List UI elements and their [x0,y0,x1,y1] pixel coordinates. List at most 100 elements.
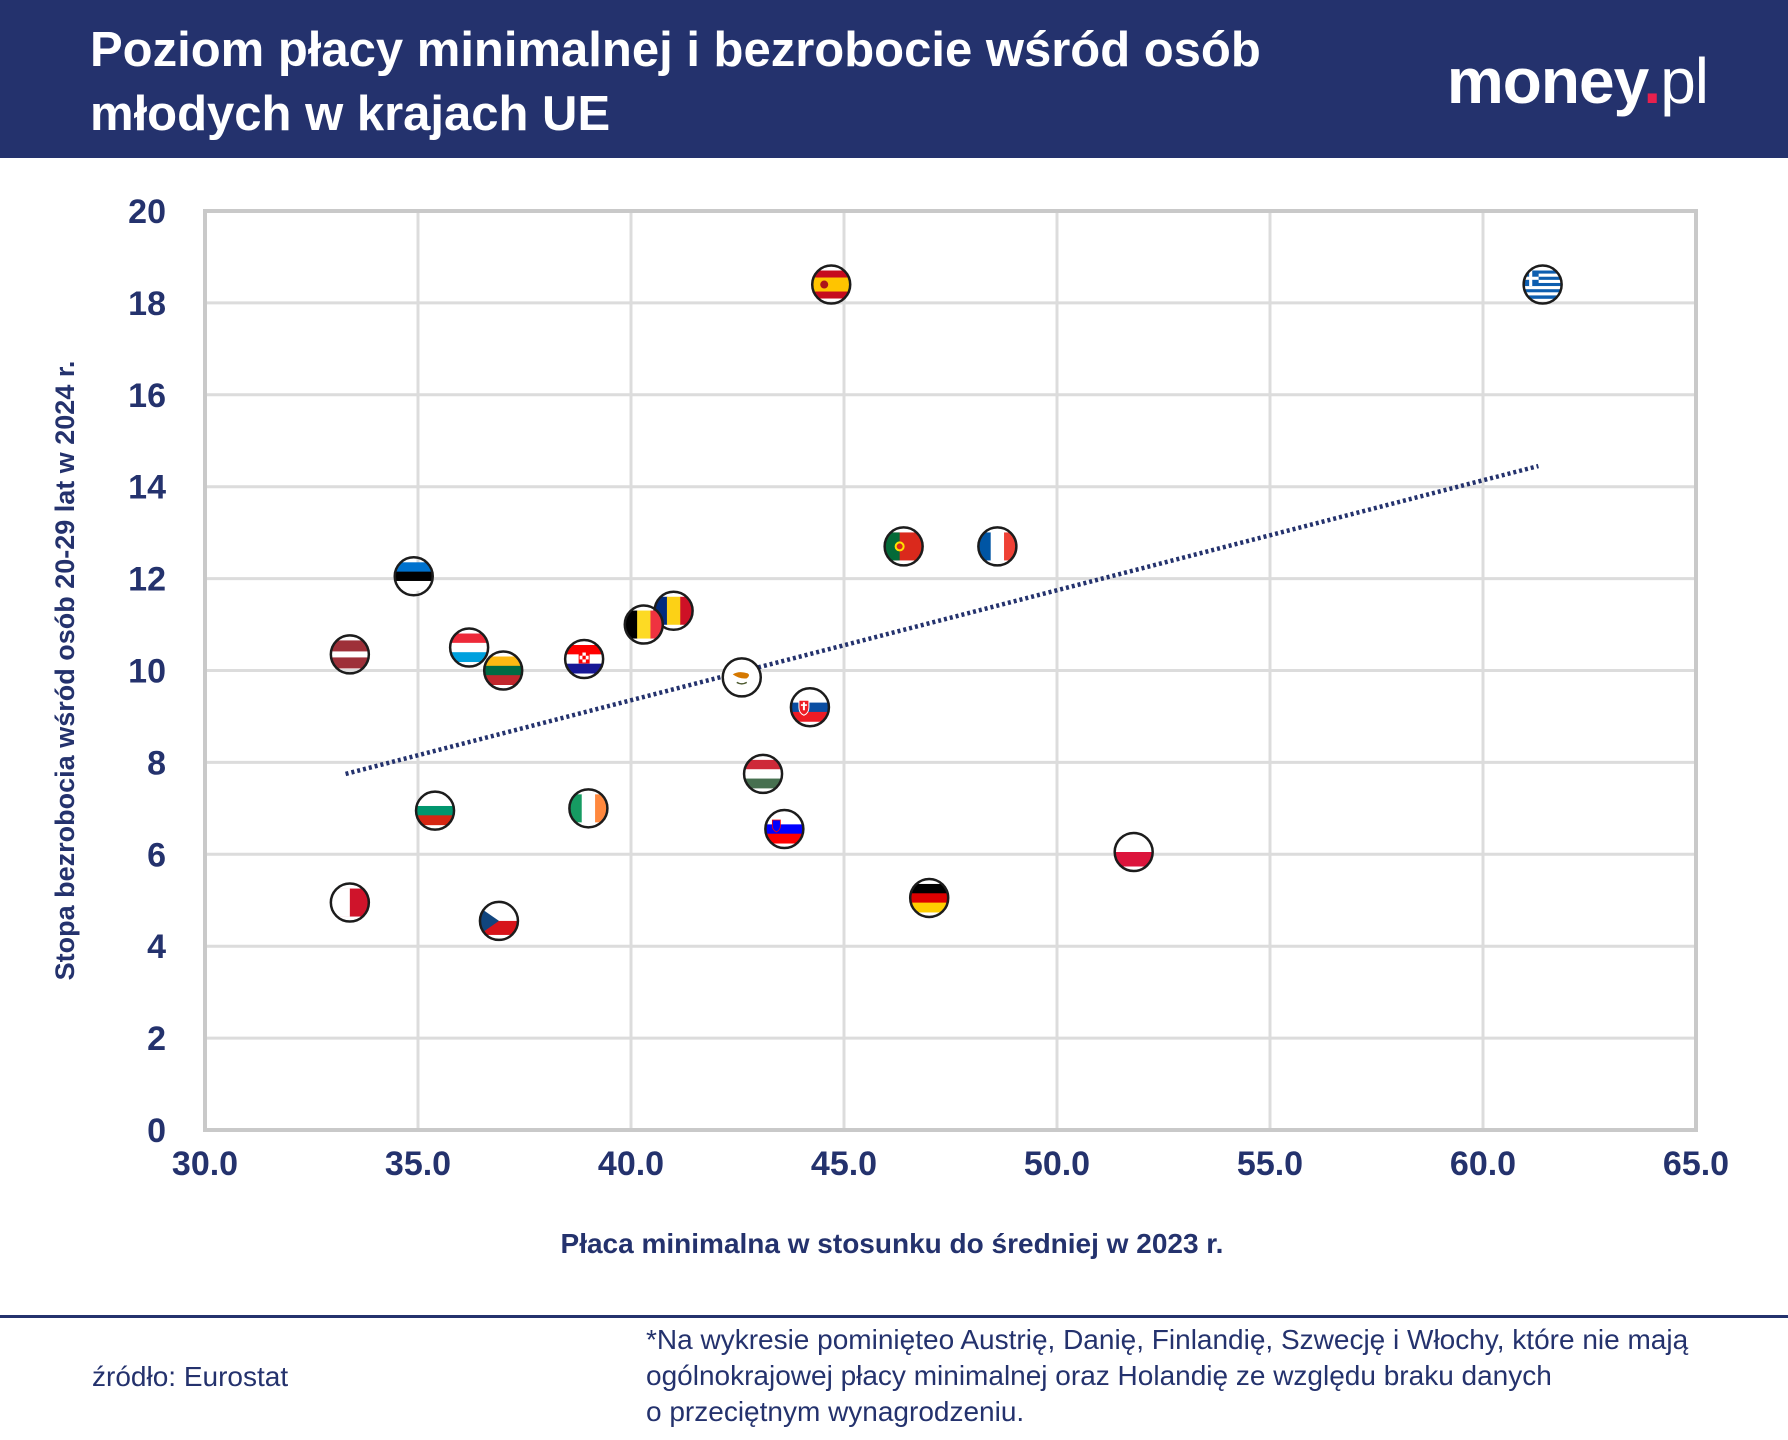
header-bar: Poziom płacy minimalnej i bezrobocie wśr… [0,0,1788,158]
x-tick-label: 30.0 [172,1145,238,1183]
lithuania-flag-icon [484,656,523,685]
belgium-flag-icon [624,610,663,639]
y-tick-label: 20 [128,193,166,231]
y-tick-label: 6 [147,836,166,874]
footer-divider [0,1315,1788,1318]
title-line-2: młodych w krajach UE [90,87,611,141]
x-tick-label: 60.0 [1450,1145,1516,1183]
x-axis-label: Płaca minimalna w stosunku do średniej w… [561,1228,1224,1259]
title-line-1: Poziom płacy minimalnej i bezrobocie wśr… [90,23,1261,77]
trendline-line [345,463,1539,777]
logo-main-text: money [1446,45,1645,117]
flag-ring [623,604,665,645]
y-tick-label: 14 [128,469,166,507]
data-points [329,264,1563,942]
footnote-line-3: o przeciętnym wynagrodzeniu. [646,1396,1025,1427]
flag-ring [563,638,605,680]
money-pl-logo: money.pl [1446,44,1709,118]
source-note: źródło: Eurostat [92,1361,289,1392]
flag-ring [810,264,852,305]
romania-flag-icon [654,596,693,625]
flag-ring [568,788,609,829]
x-tick-label: 35.0 [385,1145,451,1183]
flag-ring [448,627,490,668]
x-tick-label: 50.0 [1024,1145,1090,1183]
luxembourg-flag-icon [450,633,489,663]
bulgaria-flag-icon [416,796,455,826]
flag-ring [742,753,784,795]
y-tick-label: 12 [128,561,166,599]
flag-ring [908,877,950,919]
hungary-flag-icon [744,759,783,789]
flag-ring [1113,831,1154,873]
y-axis-label: Stopa bezrobocia wśród osób 20-29 lat w … [50,361,80,981]
chart-title: Poziom płacy minimalnej i bezrobocie wśr… [90,18,1390,146]
footnote: *Na wykresie pominięteo Austrię, Danię, … [646,1322,1756,1430]
data-point-slovakia [789,687,831,728]
slovenia-flag-icon [765,815,804,844]
logo-dot: . [1643,45,1661,117]
y-tick-label: 0 [147,1112,166,1150]
portugal-flag-icon [884,532,923,561]
x-tick-label: 40.0 [598,1145,664,1183]
y-tick-label: 18 [128,285,166,323]
germany-flag-icon [910,883,949,913]
greece-flag-icon [1523,270,1562,299]
data-point-bulgaria [414,790,456,831]
flag-ring [393,556,434,597]
ireland-flag-icon [569,794,608,823]
data-point-ireland [568,788,609,829]
data-point-poland [1113,831,1154,873]
slovakia-flag-icon [790,693,829,722]
logo-tld: pl [1660,45,1709,117]
footnote-line-2: ogólnokrajowej płacy minimalnej oraz Hol… [646,1360,1552,1391]
y-tick-label: 10 [128,653,166,691]
data-point-portugal [883,526,924,567]
france-flag-icon [978,532,1017,561]
flag-ring [478,900,520,942]
data-point-germany [908,877,950,919]
y-tick-label: 8 [147,744,166,782]
czechia-flag-icon [479,906,518,935]
flag-ring [764,808,805,850]
estonia-flag-icon [394,562,433,591]
y-tick-label: 2 [147,1020,166,1058]
data-point-cyprus [721,657,763,698]
flag-ring [1522,264,1563,305]
data-point-estonia [393,556,434,597]
flag-ring [414,790,456,831]
x-tick-label: 65.0 [1663,1145,1729,1183]
plot-frame [203,209,1698,1132]
flag-ring [721,657,763,698]
y-tick-labels: 0 2 4 6 8 10 12 14 16 18 20 [128,193,166,1150]
flag-ring [482,650,524,691]
flag-ring [329,882,371,923]
y-tick-label: 4 [147,928,166,966]
data-point-belgium [623,604,665,645]
flag-ring [329,634,371,675]
x-tick-label: 45.0 [811,1145,877,1183]
poland-flag-icon [1114,838,1153,867]
x-tick-label: 55.0 [1237,1145,1303,1183]
data-point-hungary [742,753,784,795]
data-point-luxembourg [448,627,490,668]
malta-flag-icon [330,888,369,917]
grid [203,209,1698,1132]
data-point-greece [1522,264,1563,305]
flag-ring [883,526,924,567]
spain-flag-icon [812,270,851,299]
flag-ring [789,687,831,728]
data-point-slovenia [764,808,805,850]
trendline [345,463,1539,777]
cyprus-flag-icon [722,663,761,692]
data-point-latvia [329,634,371,675]
flag-ring [977,526,1018,567]
latvia-flag-icon [330,640,369,669]
footnote-line-1: *Na wykresie pominięteo Austrię, Danię, … [646,1324,1689,1355]
croatia-flag-icon [565,645,604,674]
data-point-czechia [478,900,520,942]
data-point-france [977,526,1018,567]
data-point-croatia [563,638,605,680]
data-point-lithuania [482,650,524,691]
y-tick-label: 16 [128,377,166,415]
